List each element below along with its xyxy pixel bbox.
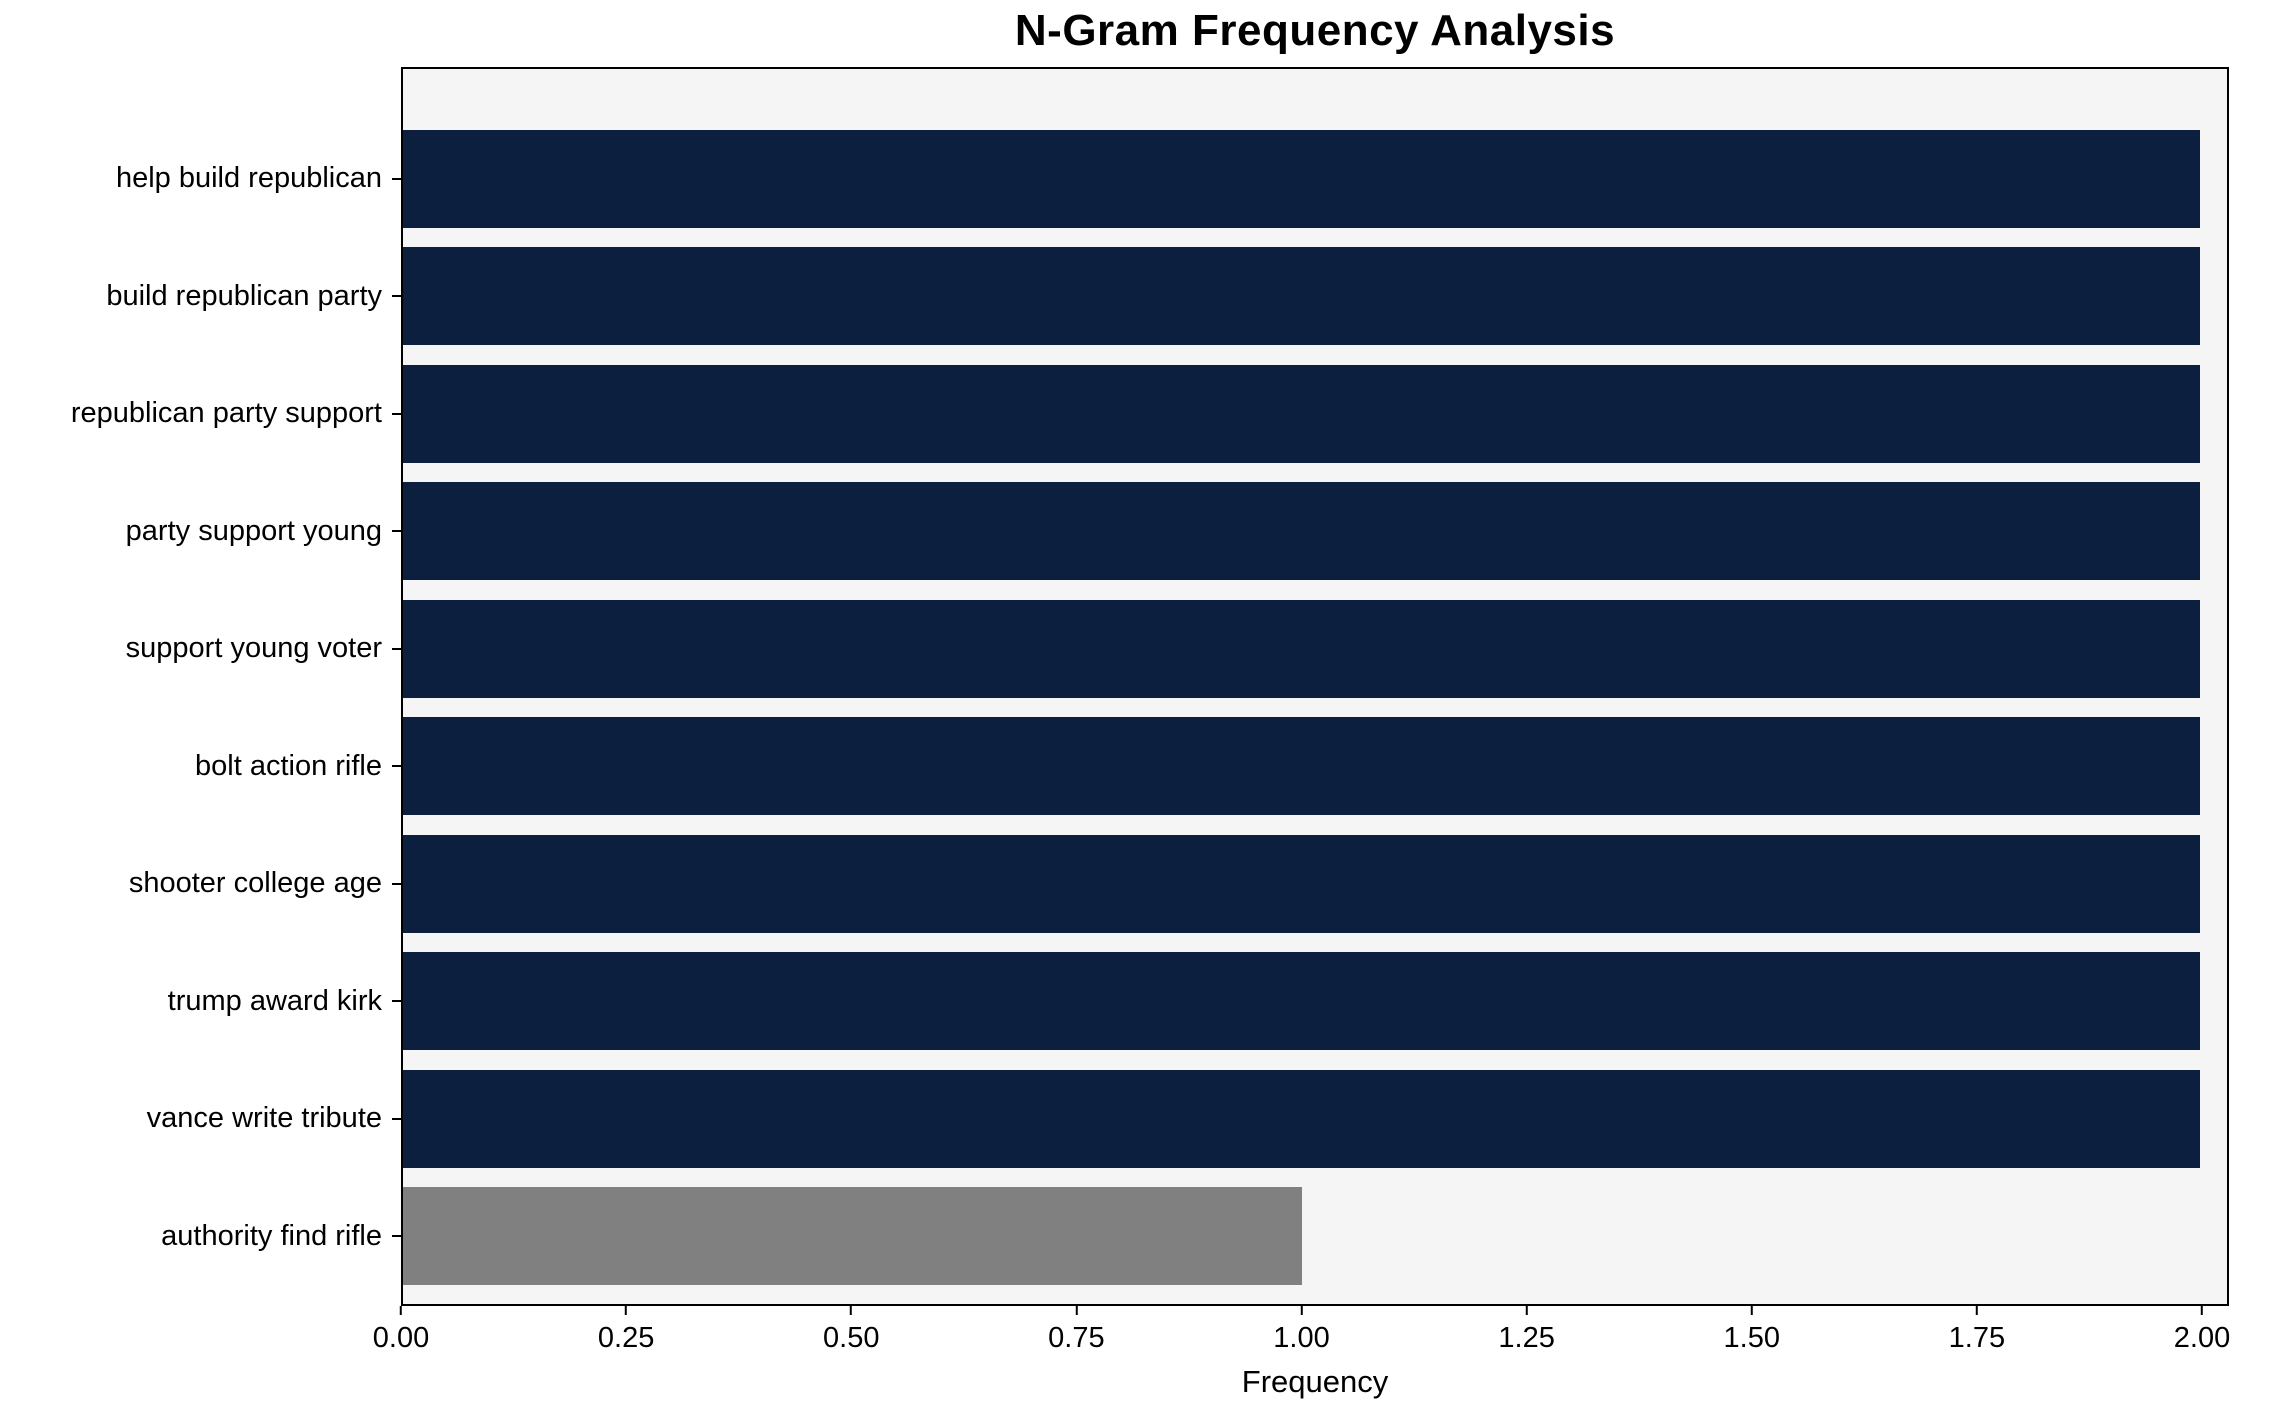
y-tick-mark [392,295,401,298]
x-tick-mark [850,1306,853,1315]
x-tick-mark [399,1306,402,1315]
y-tick-mark [392,1235,401,1238]
y-tick-row: help build republican [0,120,401,238]
chart-title: N-Gram Frequency Analysis [1014,6,1616,55]
x-tick: 1.00 [1273,1306,1330,1355]
bar-shooter-college-age [403,834,2201,933]
y-tick-mark [392,882,401,885]
x-tick: 1.25 [1498,1306,1555,1355]
y-tick-mark [392,412,401,415]
x-tick: 0.75 [1048,1306,1105,1355]
y-tick-mark [392,1000,401,1003]
y-tick-row: vance write tribute [0,1060,401,1178]
bar-trump-award-kirk [403,952,2201,1050]
bar-row [403,238,2227,356]
bar-row [403,590,2227,708]
x-tick-label: 0.75 [1048,1322,1105,1354]
y-tick-label: bolt action rifle [195,749,382,782]
y-tick-row: trump award kirk [0,943,401,1061]
y-tick-row: bolt action rifle [0,708,401,826]
x-tick-label: 2.00 [2173,1322,2231,1354]
y-tick-label: support young voter [125,632,382,665]
x-tick-label: 1.00 [1273,1322,1330,1354]
bar-row [403,473,2227,591]
y-tick-mark [392,177,401,180]
y-tick-mark [392,530,401,533]
bar-row [403,1178,2227,1296]
x-axis-ticks: 0.00 0.25 0.50 0.75 1.00 1.25 1.50 1.75 2.00 [373,1306,2230,1376]
x-tick: 0.50 [823,1306,879,1355]
x-tick-mark [1300,1306,1303,1315]
bar-row [403,708,2227,826]
x-tick-label: 1.75 [1948,1322,2006,1354]
y-tick-label: help build republican [115,162,382,195]
y-tick-label: shooter college age [128,867,382,900]
x-tick-mark [2200,1306,2203,1315]
bar-vance-write-tribute [403,1069,2201,1168]
x-tick: 1.75 [1949,1306,2005,1355]
bar-row [403,120,2227,238]
y-tick-label: build republican party [106,279,382,312]
x-tick-mark [625,1306,628,1315]
x-tick-mark [1750,1306,1753,1315]
x-tick-mark [1075,1306,1078,1315]
y-tick-mark [392,765,401,768]
y-tick-mark [392,1117,401,1120]
bar-authority-find-rifle [403,1187,1302,1285]
y-axis-labels: help build republican build republican pa… [0,67,401,1306]
x-tick-label: 1.50 [1723,1322,1780,1354]
x-axis-title: Frequency [1241,1364,1389,1399]
x-tick-label: 1.25 [1498,1322,1555,1354]
x-tick-mark [1975,1306,1978,1315]
x-tick-mark [1525,1306,1528,1315]
bar-row [403,355,2227,473]
plot-area [401,67,2229,1306]
x-tick-label: 0.00 [372,1322,430,1354]
y-tick-row: party support young [0,473,401,591]
y-tick-row: support young voter [0,590,401,708]
x-tick-label: 0.50 [823,1322,880,1354]
y-tick-row: authority find rifle [0,1178,401,1296]
bar-republican-party-support [403,364,2201,463]
bar-help-build-republican [403,129,2201,228]
y-tick-row: build republican party [0,238,401,356]
y-tick-label: vance write tribute [146,1102,382,1135]
x-tick: 1.50 [1724,1306,1780,1355]
y-tick-label: trump award kirk [167,984,382,1017]
y-tick-label: republican party support [70,397,382,430]
x-tick: 0.00 [373,1306,429,1355]
bar-build-republican-party [403,247,2201,345]
x-tick-label: 0.25 [597,1322,655,1354]
y-tick-row: republican party support [0,355,401,473]
y-tick-label: authority find rifle [161,1219,382,1252]
bar-party-support-young [403,482,2201,580]
bar-row [403,943,2227,1061]
bar-row [403,825,2227,943]
y-tick-mark [392,647,401,650]
bar-bolt-action-rifle [403,717,2201,815]
y-tick-label: party support young [125,514,382,547]
bar-row [403,1060,2227,1178]
x-tick: 0.25 [598,1306,654,1355]
bar-support-young-voter [403,599,2201,698]
x-tick: 2.00 [2174,1306,2230,1355]
y-tick-row: shooter college age [0,825,401,943]
